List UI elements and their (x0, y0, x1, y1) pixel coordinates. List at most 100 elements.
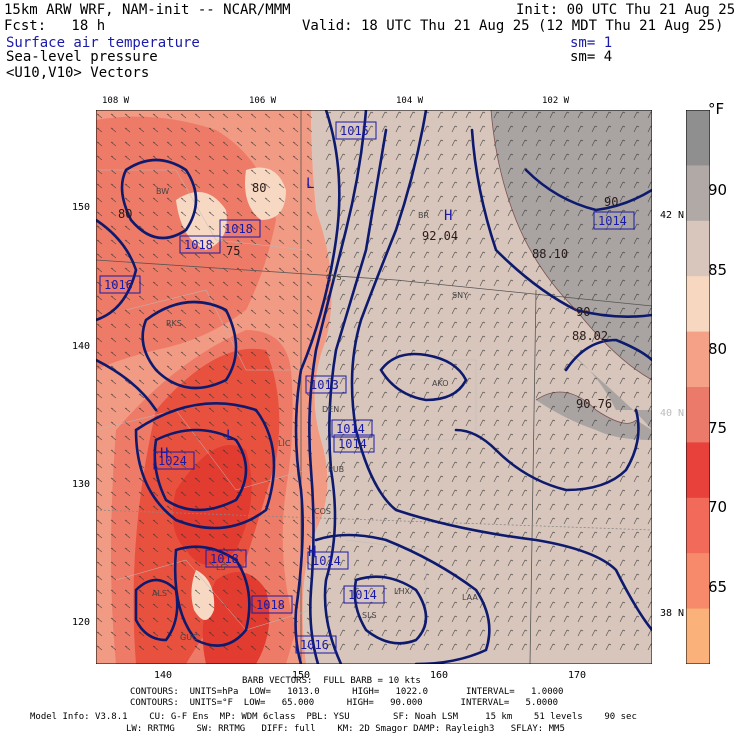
legend-band (686, 608, 710, 664)
pressure-label-box (343, 585, 385, 604)
pressure-label-box (205, 549, 247, 568)
pressure-labels: 1015 1016 1018 1018 1014 1013 1014 1024 1018 1014… (99, 121, 635, 654)
field-temperature-smoothing: sm= 1 (570, 35, 613, 51)
legend-band (686, 331, 710, 388)
pressure-label-box (307, 551, 349, 570)
pressure-label-box (179, 235, 221, 254)
temperature-value-label: 88.02 (572, 329, 608, 343)
legend-label: 80 (708, 340, 728, 358)
pressure-label: 1014 (312, 554, 341, 568)
pressure-label: 1018 (256, 598, 285, 612)
lon-label: 108 W (102, 96, 130, 106)
high-pressure-marker: H (160, 446, 168, 462)
pressure-contour-info: CONTOURS: UNITS=hPa LOW= 1013.0 HIGH= 10… (130, 687, 564, 697)
pressure-label-box (335, 121, 377, 140)
city-label: AKO (432, 379, 449, 388)
legend-band (686, 497, 710, 554)
x-tick-label: 150 (292, 670, 311, 681)
city-label: LHX (394, 587, 410, 596)
temperature-legend (686, 110, 710, 664)
pressure-label: 1014 (598, 214, 627, 228)
weather-map: 1015 1016 1018 1018 1014 1013 1014 1024 1018 1014… (96, 110, 652, 664)
low-pressure-marker: L (226, 428, 234, 444)
pressure-label-box (295, 635, 337, 654)
pressure-label: 1013 (310, 378, 339, 392)
legend-band (686, 220, 710, 277)
y-tick-label: 120 (71, 617, 90, 628)
legend-band (686, 387, 710, 443)
pressure-label-box (99, 275, 141, 294)
wind-barbs (96, 111, 652, 651)
pressure-label: 1016 (104, 278, 133, 292)
temperature-value-label: 90 (604, 195, 618, 209)
model-title: 15km ARW WRF, NAM-init -- NCAR/MMM (4, 2, 291, 18)
city-label: LIC (278, 439, 291, 448)
pressure-label: 1018 (224, 222, 253, 236)
lat-label: 38 N (660, 608, 685, 619)
legend-band (686, 110, 710, 166)
y-tick-label: 140 (71, 341, 90, 352)
y-tick-label: 150 (71, 202, 90, 213)
y-tick-label: 130 (71, 479, 90, 490)
forecast-hour: Fcst: 18 h (4, 18, 106, 34)
city-label: LAA (462, 593, 478, 602)
city-label: BW (156, 187, 169, 196)
unit-label: °F (708, 100, 725, 118)
x-tick-label: 160 (430, 670, 449, 681)
valid-time: Valid: 18 UTC Thu 21 Aug 25 (12 MDT Thu … (302, 18, 724, 34)
temp-fill-75-80 (245, 167, 286, 220)
temp-fill-75-80 (191, 570, 215, 620)
temperature-contour-info: CONTOURS: UNITS=°F LOW= 65.000 HIGH= 90.… (130, 698, 559, 708)
lon-label: 106 W (249, 96, 277, 106)
temp-fill-90-plus (566, 350, 652, 430)
pressure-label: 1024 (158, 454, 187, 468)
temperature-contours (490, 110, 652, 424)
temp-fill-90-plus (491, 110, 652, 380)
pressure-label: 1016 (300, 638, 329, 652)
city-label: COS (314, 507, 331, 516)
barb-info: BARB VECTORS: FULL BARB = 10 kts (242, 676, 421, 686)
pressure-label: 1014 (348, 588, 377, 602)
city-label: RKS (166, 319, 182, 328)
field-temperature: Surface air temperature (6, 35, 200, 51)
model-info: Model Info: V3.8.1 CU: G-F Ens MP: WDM 6… (30, 712, 637, 722)
temp-fill-below-65 (172, 445, 252, 565)
pressure-label-box (219, 219, 261, 238)
city-label: DEN (322, 405, 339, 414)
pressure-label: 1018 (210, 552, 239, 566)
pressure-label-box (593, 211, 635, 230)
pressure-label-box (331, 419, 373, 438)
pressure-label: 1014 (336, 422, 365, 436)
temperature-value-label: 92.04 (422, 229, 458, 243)
city-label: SLS (362, 611, 377, 620)
legend-label: 75 (708, 419, 728, 437)
lon-label: 104 W (396, 96, 424, 106)
city-label: PUB (328, 465, 344, 474)
temp-fill-70-75 (96, 116, 276, 371)
city-label: LS (216, 563, 226, 572)
county-lines (96, 169, 477, 631)
lat-label: 42 N (660, 210, 685, 221)
legend-band (686, 553, 710, 610)
lat-label: 40 N (660, 408, 685, 419)
pressure-label: 1014 (338, 437, 367, 451)
high-pressure-marker: H (444, 208, 452, 224)
legend-label: 90 (708, 181, 728, 199)
legend-band (686, 165, 710, 222)
city-label: GUC (180, 633, 198, 642)
x-tick-label: 140 (154, 670, 173, 681)
legend-label: 65 (708, 578, 728, 596)
city-label: BR (418, 211, 429, 220)
pressure-label-box (251, 595, 293, 614)
pressure-label-box (333, 434, 375, 453)
pressure-label-box (305, 375, 347, 394)
pressure-label: 1015 (340, 124, 369, 138)
field-pressure-smoothing: sm= 4 (570, 49, 613, 65)
model-info-physics: LW: RRTMG SW: RRTMG DIFF: full KM: 2D Sm… (126, 724, 565, 734)
lon-label: 102 W (542, 96, 570, 106)
temperature-value-label: 80 (118, 207, 132, 221)
temperature-value-label: 90.76 (576, 397, 612, 411)
field-vectors: <U10,V10> Vectors (6, 65, 150, 81)
field-pressure: Sea-level pressure (6, 49, 158, 65)
city-label: SNY (452, 291, 468, 300)
